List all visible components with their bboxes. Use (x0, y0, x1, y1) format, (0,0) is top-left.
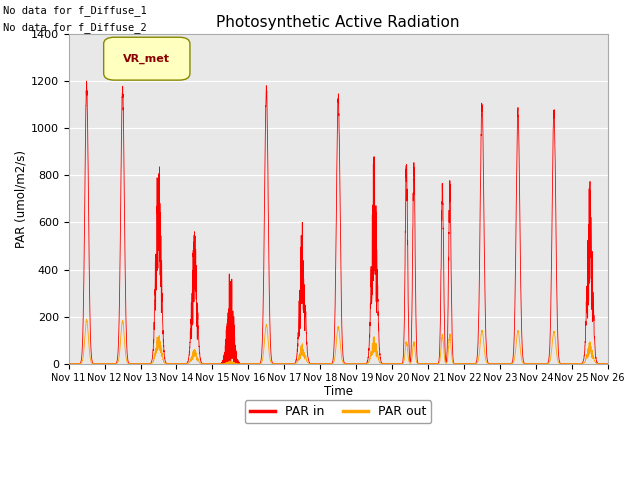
PAR out (459, 361, 467, 367)
Title: Photosynthetic Active Radiation: Photosynthetic Active Radiation (216, 15, 460, 30)
X-axis label: Time: Time (324, 385, 353, 398)
PAR in (459, 361, 467, 367)
PAR out (604, 361, 611, 367)
PAR in (429, 361, 437, 367)
PAR out (490, 361, 497, 367)
PAR out (318, 361, 326, 367)
PAR in (162, 359, 170, 365)
Legend: PAR in, PAR out: PAR in, PAR out (245, 400, 431, 423)
Text: No data for f_Diffuse_1: No data for f_Diffuse_1 (3, 5, 147, 16)
Text: VR_met: VR_met (124, 54, 170, 64)
PAR in (65, 361, 72, 367)
PAR in (604, 361, 612, 367)
Text: No data for f_Diffuse_2: No data for f_Diffuse_2 (3, 22, 147, 33)
Line: PAR out: PAR out (68, 319, 608, 364)
PAR in (318, 361, 326, 367)
PAR out (83, 316, 90, 322)
PAR out (65, 361, 72, 367)
Line: PAR in: PAR in (68, 81, 608, 364)
PAR out (429, 361, 437, 367)
PAR out (162, 360, 170, 366)
PAR in (490, 361, 497, 367)
Y-axis label: PAR (umol/m2/s): PAR (umol/m2/s) (15, 150, 28, 248)
FancyBboxPatch shape (104, 37, 190, 80)
PAR out (604, 361, 612, 367)
PAR in (83, 78, 90, 84)
PAR in (604, 361, 611, 367)
